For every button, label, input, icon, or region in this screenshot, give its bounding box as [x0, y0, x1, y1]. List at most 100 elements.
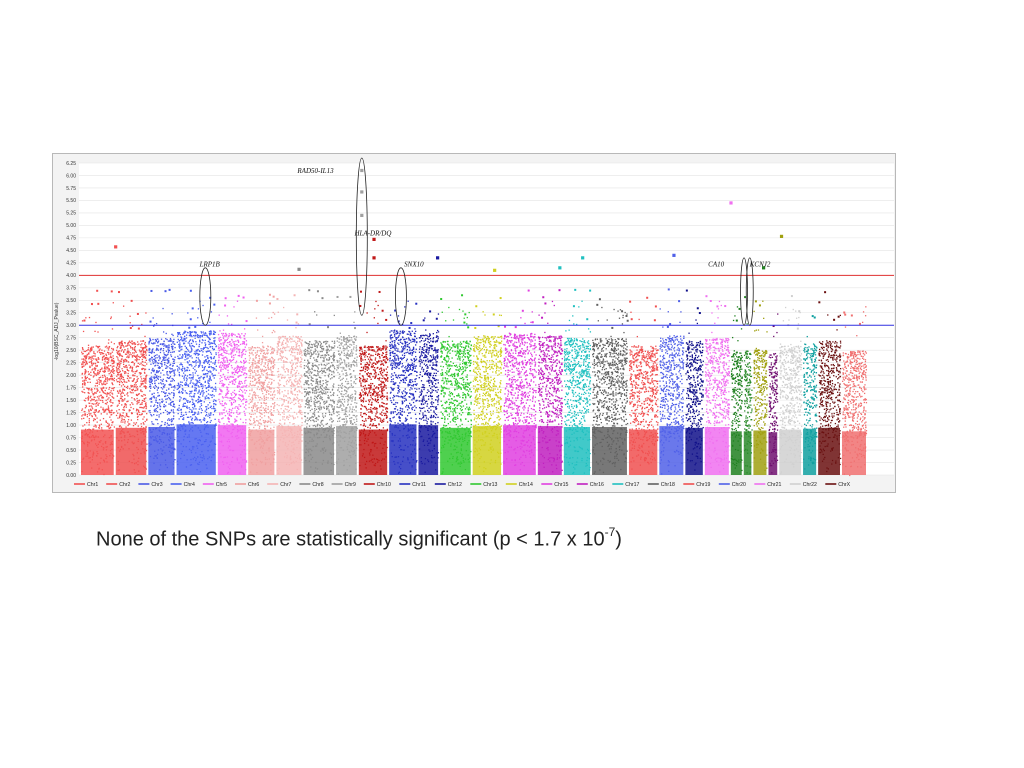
snp-point [195, 352, 198, 354]
snp-point [289, 339, 291, 341]
snp-point [321, 350, 323, 353]
snp-point [136, 354, 139, 356]
snp-point [168, 360, 170, 362]
snp-point [213, 367, 215, 369]
snp-point [173, 359, 176, 361]
snp-point [188, 407, 190, 409]
snp-point [240, 361, 243, 364]
snp-point [256, 351, 258, 353]
snp-point [127, 361, 130, 363]
snp-point [265, 390, 268, 393]
snp-point [135, 422, 138, 424]
snp-point [299, 411, 301, 413]
snp-point [110, 352, 112, 354]
snp-point [259, 418, 261, 421]
snp-point [231, 338, 233, 341]
snp-point [81, 353, 83, 355]
snp-point [199, 399, 201, 401]
snp-point [113, 362, 115, 365]
snp-point [106, 395, 108, 398]
snp-point [163, 340, 165, 342]
snp-point [150, 372, 152, 374]
snp-point [109, 355, 112, 357]
snp-point [118, 360, 120, 362]
snp-point [135, 370, 138, 373]
snp-point [209, 406, 212, 409]
snp-point [194, 416, 197, 418]
snp-point [199, 362, 201, 365]
snp-point [151, 357, 153, 359]
snp-point [200, 412, 202, 414]
snp-point [163, 345, 165, 347]
snp-point [94, 353, 96, 355]
snp-point [88, 428, 90, 430]
snp-point [103, 387, 105, 389]
snp-point [92, 362, 95, 365]
snp-point [222, 365, 224, 367]
snp-point [282, 343, 284, 346]
snp-point [118, 343, 121, 345]
snp-point [184, 345, 186, 347]
snp-point [106, 408, 108, 410]
snp-point [116, 375, 118, 377]
snp-point [262, 419, 265, 422]
snp-point [264, 357, 266, 359]
snp-point [178, 384, 180, 387]
snp-point [285, 357, 288, 360]
snp-point [242, 349, 244, 352]
snp-point [161, 363, 163, 365]
snp-point [249, 423, 252, 426]
snp-point [210, 311, 213, 313]
snp-point [319, 425, 321, 427]
snp-point [197, 348, 199, 351]
snp-point [180, 357, 182, 359]
snp-point [239, 405, 241, 408]
snp-point [110, 419, 112, 421]
snp-point [237, 367, 239, 369]
snp-point [137, 388, 139, 390]
snp-point [149, 338, 152, 341]
snp-point [213, 303, 216, 306]
snp-point [101, 368, 103, 370]
snp-point [165, 405, 167, 407]
snp-point [178, 343, 180, 346]
snp-point [164, 384, 166, 386]
snp-point [188, 360, 191, 362]
snp-point [180, 336, 183, 339]
snp-point [214, 359, 217, 362]
snp-point [263, 422, 266, 424]
snp-point [266, 425, 268, 427]
snp-point [242, 353, 244, 355]
snp-point [326, 350, 328, 352]
snp-point [205, 397, 207, 400]
snp-point [109, 410, 111, 412]
snp-point [272, 351, 275, 353]
snp-point [169, 383, 171, 385]
snp-point [278, 389, 281, 391]
snp-point [259, 381, 261, 384]
snp-point [95, 405, 97, 407]
snp-point [136, 394, 139, 397]
snp-point [131, 367, 134, 369]
snp-point [180, 339, 182, 341]
snp-point [241, 354, 243, 356]
snp-point [299, 338, 301, 340]
snp-point [83, 417, 85, 420]
chromosome-band [217, 425, 247, 475]
snp-point [109, 426, 112, 429]
snp-point [135, 366, 137, 368]
snp-point [254, 352, 257, 354]
snp-point [146, 443, 148, 445]
snp-point [222, 357, 225, 359]
snp-point [321, 398, 324, 401]
snp-point [268, 417, 270, 419]
snp-point [186, 378, 188, 380]
snp-point [273, 390, 276, 392]
snp-point [185, 346, 188, 349]
snp-point [283, 409, 285, 412]
snp-point [171, 400, 174, 403]
snp-point [184, 397, 186, 400]
snp-point [308, 403, 310, 406]
snp-point [212, 405, 215, 407]
snp-point [132, 380, 134, 383]
